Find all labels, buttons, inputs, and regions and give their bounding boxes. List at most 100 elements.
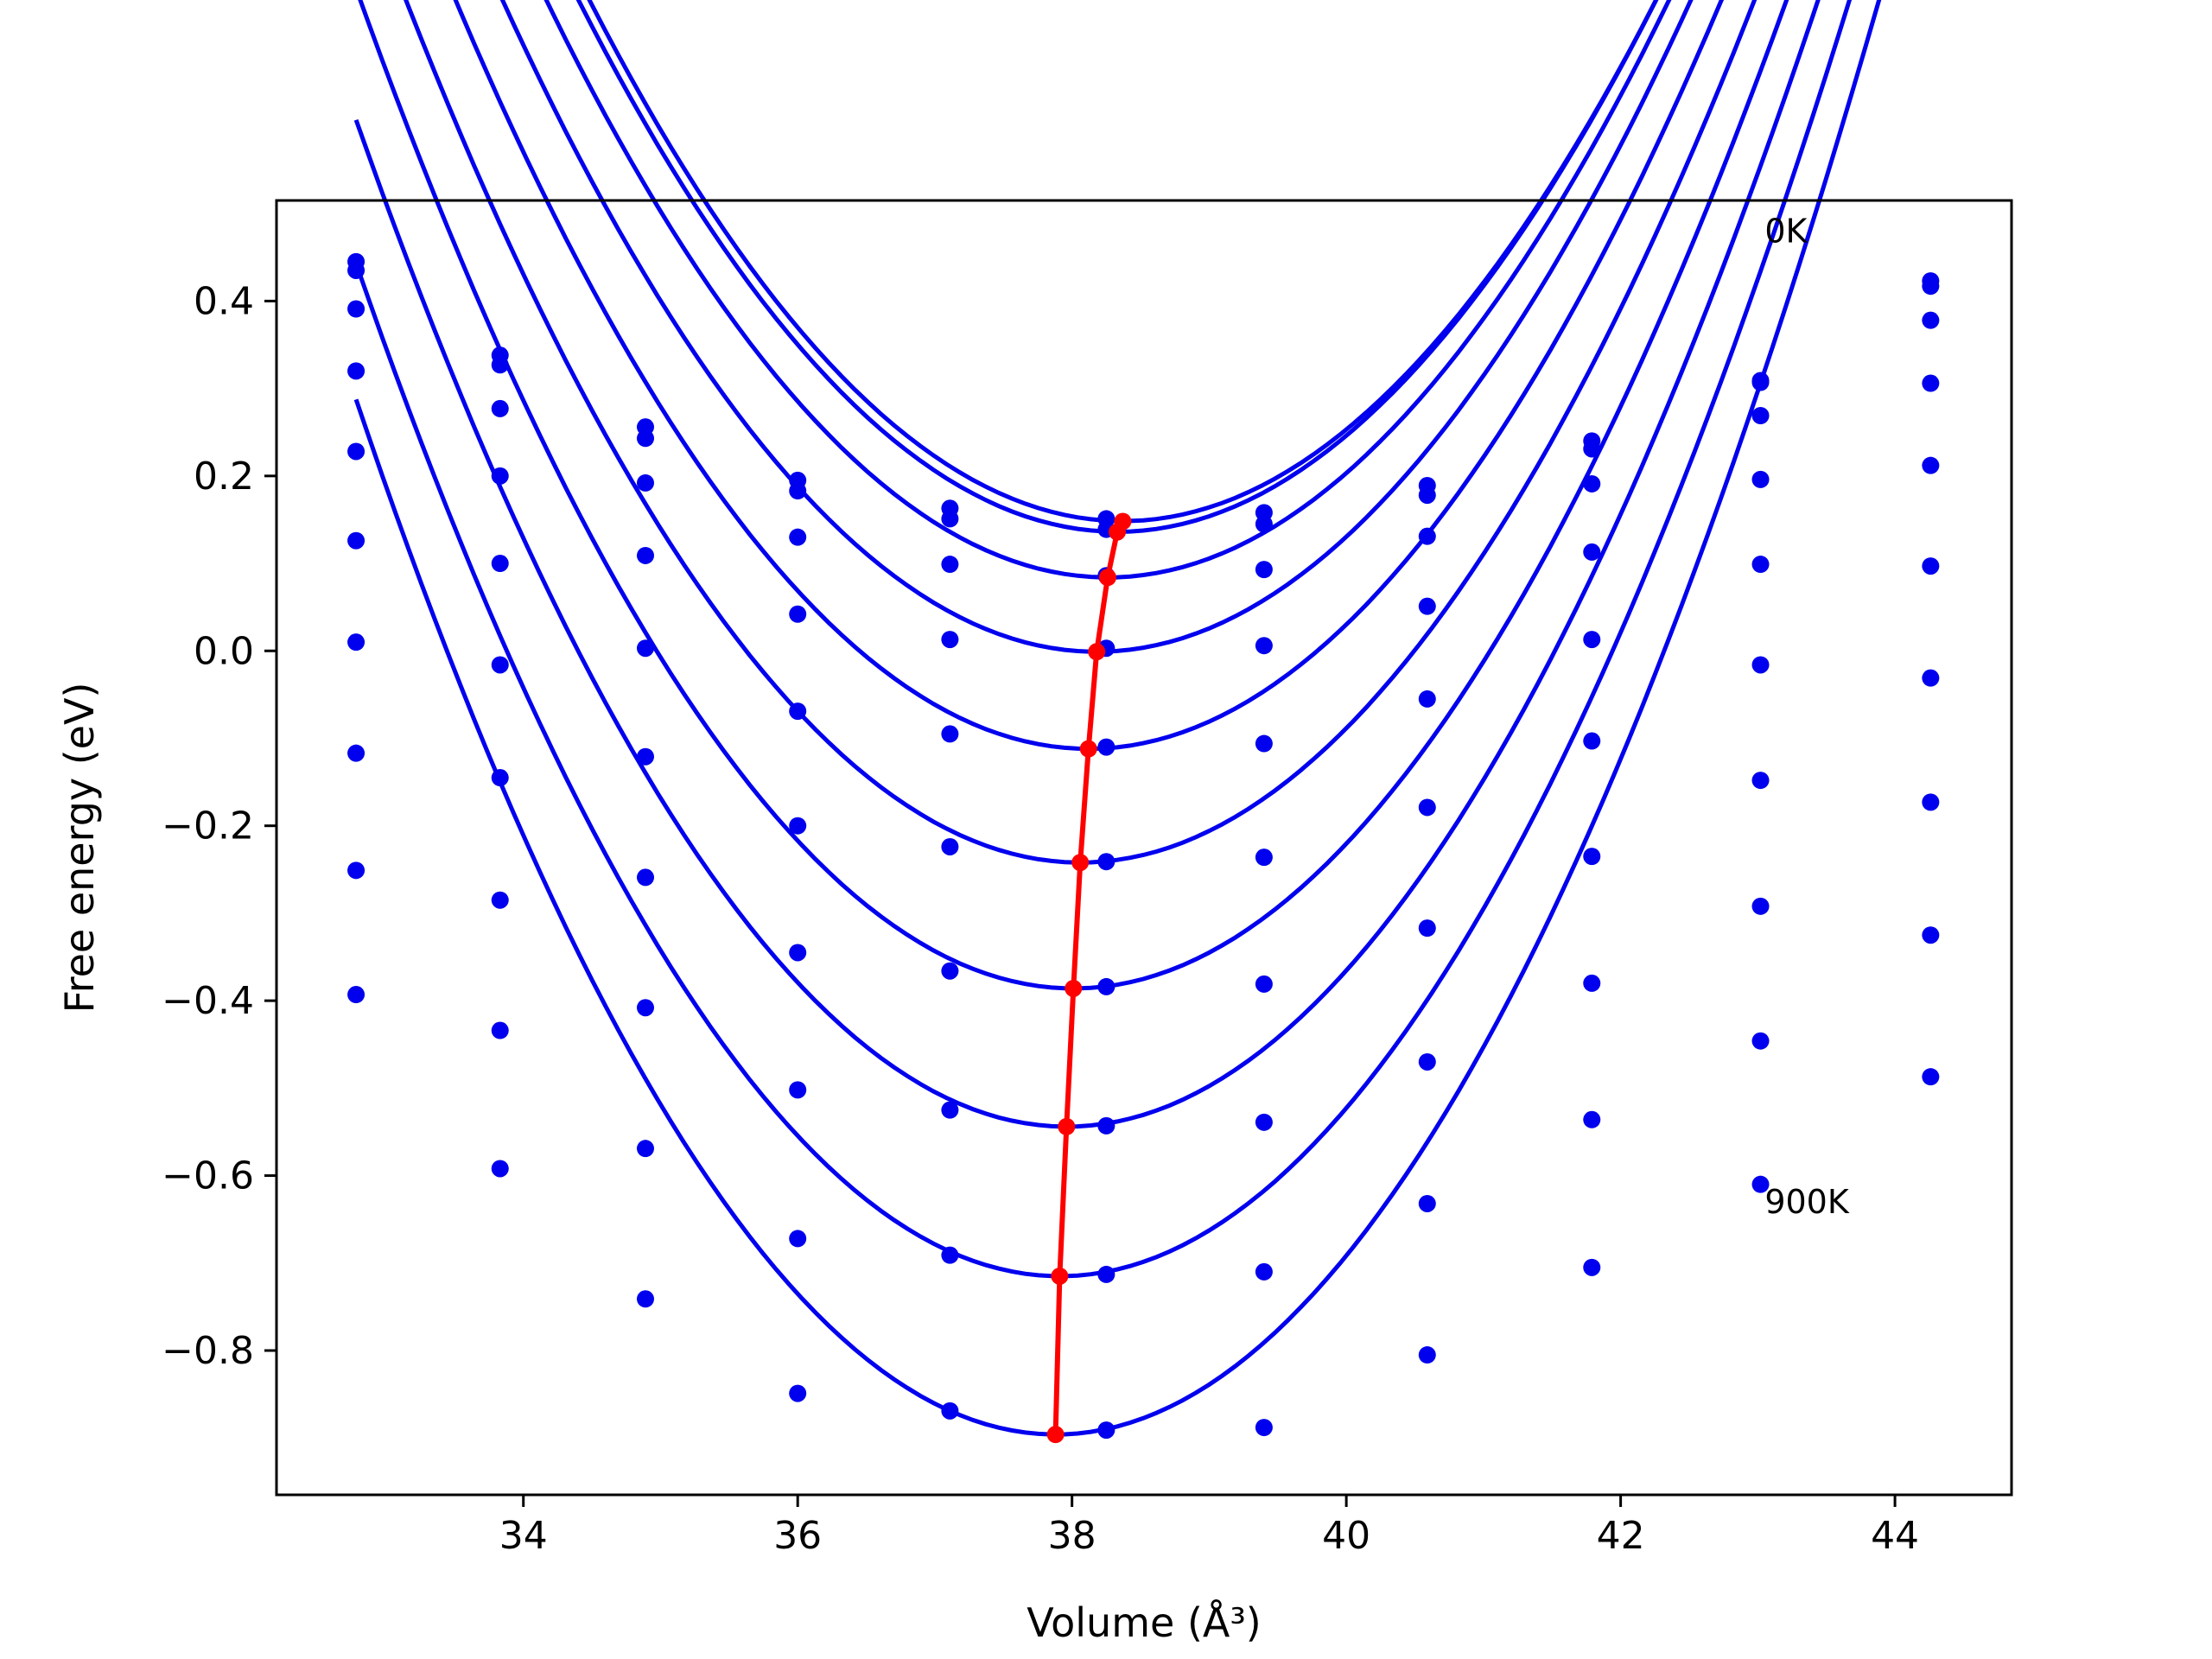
data-point [789,1081,807,1099]
annotation-label: 900K [1764,1183,1850,1221]
data-point [1255,515,1273,533]
data-point [789,482,807,500]
data-point [789,817,807,835]
data-point [1255,1419,1273,1437]
data-point [941,837,959,855]
data-point [1255,561,1273,579]
data-point [636,639,654,658]
data-point [1583,974,1601,992]
data-point [491,399,509,417]
fit-curve-6 [358,0,1789,991]
minimum-point [1058,1117,1076,1135]
data-point [491,467,509,485]
data-points [347,252,1940,1440]
data-point [789,528,807,546]
data-point [1922,669,1940,687]
data-point [1097,853,1116,871]
data-point [1255,975,1273,993]
data-point [1583,1110,1601,1128]
data-point [1922,1068,1940,1086]
y-tick-label: −0.8 [162,1329,254,1373]
data-point [1097,1265,1116,1283]
data-point [636,1290,654,1308]
data-point [636,429,654,448]
data-point [941,962,959,980]
data-point [1751,373,1770,391]
y-tick-label: 0.4 [194,279,254,323]
data-point [491,1160,509,1178]
data-point [789,1384,807,1402]
data-point [636,474,654,492]
data-point [941,1402,959,1420]
x-axis-label: Volume (Å³) [1027,1599,1262,1646]
y-tick-label: 0.0 [194,629,254,673]
data-point [1255,849,1273,867]
data-point [1922,926,1940,944]
data-point [1418,690,1436,708]
data-point [1418,527,1436,545]
data-point [491,656,509,674]
data-point [491,891,509,909]
fit-curve-5 [404,0,1758,865]
data-point [1751,406,1770,424]
minimum-point [1098,569,1116,587]
fit-curves [353,0,1882,1437]
data-point [491,769,509,787]
data-point [1097,977,1116,995]
data-point [1418,486,1436,505]
data-point [1418,1052,1436,1071]
data-point [1583,474,1601,493]
data-point [347,633,365,652]
fit-curve-2 [543,0,1672,580]
y-axis-ticks: −0.8 −0.6 −0.4 −0.2 0.0 0.2 0.4 [162,279,276,1373]
data-point [941,1246,959,1264]
x-tick-label: 38 [1048,1514,1096,1558]
data-point [347,442,365,461]
data-point [1583,732,1601,750]
data-point [1922,793,1940,811]
data-point [789,944,807,962]
fit-curve-7 [353,0,1821,1129]
data-point [1583,543,1601,561]
data-point [789,605,807,623]
fit-curve-8 [353,0,1853,1279]
minima-path [1052,520,1126,1435]
data-point [1751,772,1770,790]
data-point [1418,597,1436,615]
y-tick-label: −0.2 [162,804,254,849]
data-point [1418,798,1436,817]
x-axis-ticks: 34 36 38 40 42 44 [499,1495,1919,1558]
data-point [347,531,365,550]
minima-line [1046,512,1132,1444]
data-point [1751,897,1770,915]
data-point [1255,734,1273,753]
x-tick-label: 36 [773,1514,822,1558]
y-tick-label: −0.4 [162,979,254,1023]
data-point [1751,1175,1770,1193]
y-tick-label: −0.6 [162,1154,254,1198]
fit-curve-4 [453,0,1725,752]
plot-frame [275,199,2013,1497]
y-axis-label: Free energy (eV) [56,683,103,1014]
data-point [1922,311,1940,329]
data-point [941,1101,959,1119]
data-point [1583,848,1601,866]
minimum-point [1046,1426,1065,1444]
data-point [941,725,959,743]
data-point [941,631,959,649]
data-point [941,510,959,528]
x-tick-label: 40 [1322,1514,1370,1558]
data-point [1097,738,1116,756]
fit-curve-1 [575,0,1659,534]
data-point [789,702,807,721]
data-point [1922,557,1940,575]
data-point [1922,456,1940,474]
data-point [1097,1116,1116,1135]
minimum-point [1088,643,1106,661]
data-point [491,555,509,573]
data-point [1922,277,1940,296]
data-point [636,1140,654,1158]
data-point [636,999,654,1017]
data-point [1751,656,1770,674]
